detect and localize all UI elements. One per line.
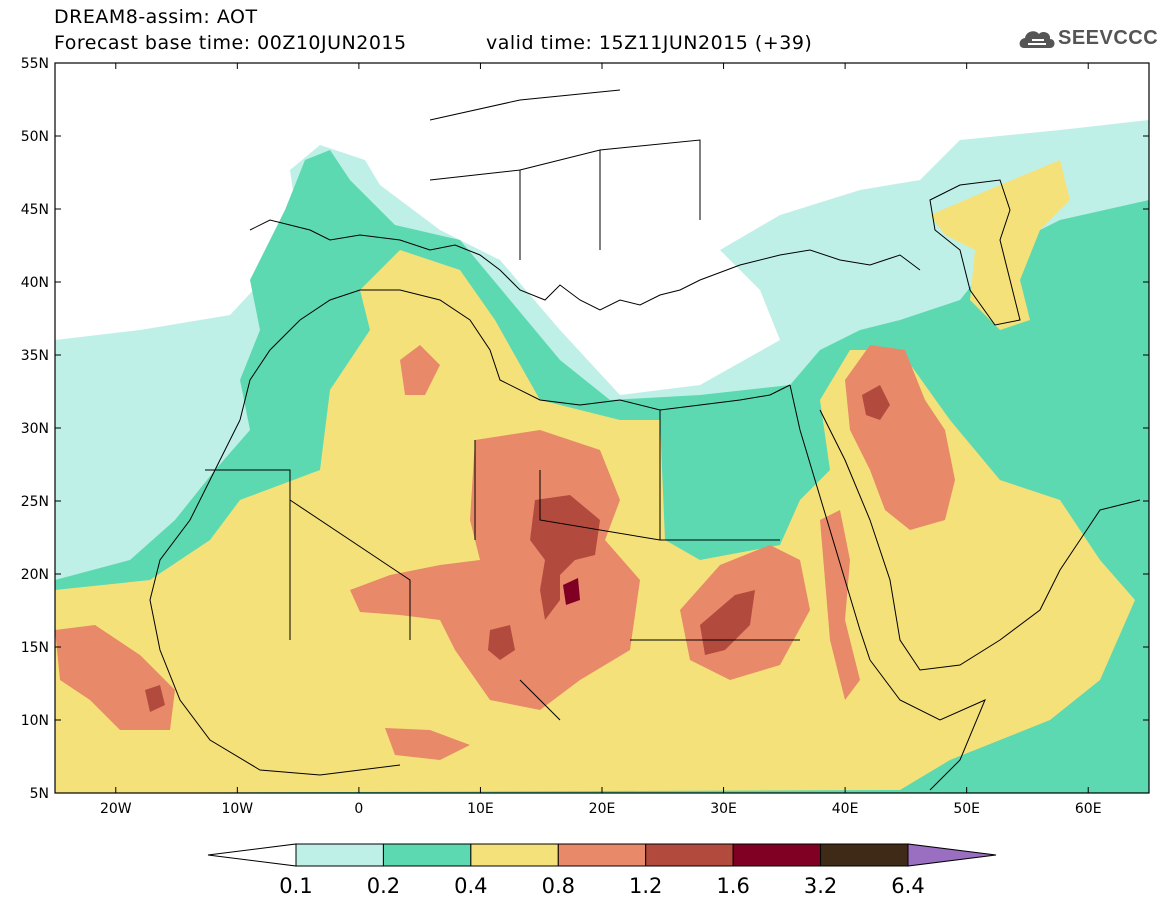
aot-level-0.8-west bbox=[55, 625, 175, 730]
colorbar-swatch bbox=[732, 843, 822, 867]
lon-tick-label: 60E bbox=[1075, 801, 1102, 817]
colorbar-label: 0.2 bbox=[367, 874, 400, 898]
lat-tick-label: 15N bbox=[21, 640, 49, 656]
lat-tick-label: 50N bbox=[21, 129, 49, 145]
aot-level-0.8-south bbox=[385, 728, 470, 760]
lon-tick-label: 40E bbox=[832, 801, 859, 817]
colorbar-label: 3.2 bbox=[804, 874, 837, 898]
coastlines bbox=[149, 89, 1141, 791]
aot-level-1.2-sudan bbox=[700, 590, 755, 655]
lat-tick-label: 25N bbox=[21, 494, 49, 510]
africa-borders bbox=[205, 410, 800, 721]
valid-time-text: valid time: 15Z11JUN2015 (+39) bbox=[486, 32, 813, 54]
europe-coast bbox=[249, 219, 921, 311]
lat-tick-label: 45N bbox=[21, 202, 49, 218]
colorbar-swatch bbox=[557, 843, 647, 867]
lon-tick-label: 50E bbox=[953, 801, 980, 817]
lat-tick-label: 20N bbox=[21, 567, 49, 583]
aot-level-0.8-sahara bbox=[400, 345, 440, 395]
lon-tick-label: 30E bbox=[710, 801, 737, 817]
aot-level-1.6 bbox=[563, 578, 580, 605]
base-time-text: Forecast base time: 00Z10JUN2015 bbox=[54, 32, 407, 54]
arabia-coast bbox=[819, 409, 1141, 671]
africa-north-coast bbox=[239, 289, 791, 421]
lat-tick-label: 30N bbox=[21, 421, 49, 437]
lat-tick-label: 10N bbox=[21, 713, 49, 729]
cloud-icon bbox=[1019, 31, 1055, 48]
horn-coast bbox=[869, 659, 986, 791]
aot-level-1.2-senegal bbox=[145, 685, 165, 712]
colorbar-label: 0.8 bbox=[542, 874, 575, 898]
colorbar-label: 0.1 bbox=[279, 874, 312, 898]
colorbar-label: 6.4 bbox=[891, 874, 924, 898]
aot-level-0.4-caspian bbox=[930, 160, 1070, 330]
lat-tick-label: 40N bbox=[21, 275, 49, 291]
lat-tick-label: 55N bbox=[21, 56, 49, 72]
lon-tick-label: 10E bbox=[467, 801, 494, 817]
aot-level-1.2-arabia bbox=[862, 385, 890, 420]
logo-text: SEEVCCC bbox=[1058, 27, 1159, 49]
lon-tick-label: 0 bbox=[354, 801, 363, 817]
colorbar-low-arrow bbox=[207, 843, 297, 867]
lat-tick-label: 5N bbox=[30, 786, 49, 802]
forecast-base-time: Forecast base time: 00Z10JUN2015 valid ti… bbox=[54, 32, 812, 54]
aot-level-0.8-east bbox=[820, 510, 860, 700]
lon-tick-label: 20E bbox=[589, 801, 616, 817]
map-title: DREAM8-assim: AOT bbox=[54, 6, 258, 28]
aot-level-1.2-central bbox=[530, 495, 600, 620]
colorbar-swatch bbox=[645, 843, 734, 867]
red-sea-coast bbox=[789, 384, 871, 661]
lat-tick-label: 35N bbox=[21, 348, 49, 364]
caspian-coast bbox=[929, 179, 1021, 326]
colorbar-high-arrow bbox=[907, 843, 997, 867]
colorbar-swatch bbox=[820, 843, 909, 867]
africa-west-coast bbox=[149, 419, 401, 776]
aot-level-1.2-west bbox=[488, 625, 515, 660]
lon-tick-label: 20W bbox=[100, 801, 132, 817]
colorbar-label: 1.6 bbox=[716, 874, 749, 898]
colorbar-swatch bbox=[382, 843, 472, 867]
colorbar-swatch bbox=[470, 843, 559, 867]
map-axes: 20W 10W 0 10E 20E 30E 40E 50E 60E 5N 10N 15N 20N 25N 3… bbox=[21, 56, 1149, 817]
colorbar: 0.1 0.2 0.4 0.8 1.2 1.6 3.2 6.4 bbox=[207, 843, 997, 898]
europe-borders bbox=[429, 89, 701, 260]
lon-tick-label: 10W bbox=[221, 801, 253, 817]
aot-shading bbox=[55, 120, 1149, 793]
colorbar-swatch bbox=[295, 843, 384, 867]
colorbar-label: 1.2 bbox=[629, 874, 662, 898]
colorbar-label: 0.4 bbox=[454, 874, 487, 898]
